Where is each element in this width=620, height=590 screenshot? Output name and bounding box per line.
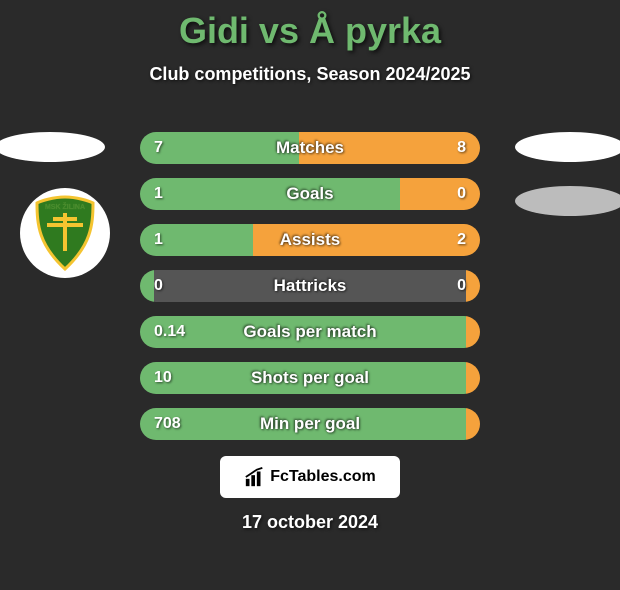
stat-row: Hattricks00 (140, 270, 480, 302)
stat-row: Goals per match0.14 (140, 316, 480, 348)
subtitle: Club competitions, Season 2024/2025 (0, 64, 620, 85)
stat-row: Goals10 (140, 178, 480, 210)
avatar-placeholder-right-2 (515, 186, 620, 216)
page-title: Gidi vs Å pyrka (0, 10, 620, 52)
stat-bar-right (253, 224, 480, 256)
stat-bar-left (140, 408, 466, 440)
stat-bar-right (466, 362, 480, 394)
stat-row: Shots per goal10 (140, 362, 480, 394)
stat-row: Min per goal708 (140, 408, 480, 440)
stat-bar-right (466, 316, 480, 348)
stat-row: Assists12 (140, 224, 480, 256)
date-text: 17 october 2024 (0, 512, 620, 533)
stat-bar-gap (154, 270, 467, 302)
stat-bar-left (140, 178, 400, 210)
stat-bar-left (140, 132, 299, 164)
svg-text:MSK ŽILINA: MSK ŽILINA (45, 202, 85, 211)
stat-bar-right (466, 408, 480, 440)
stat-bar-right (400, 178, 480, 210)
club-shield-icon: MSK ŽILINA (33, 195, 97, 271)
stat-bar-left (140, 316, 466, 348)
footer-brand[interactable]: FcTables.com (220, 456, 400, 498)
avatar-placeholder-left (0, 132, 105, 162)
stat-bar-left (140, 362, 466, 394)
avatar-placeholder-right-1 (515, 132, 620, 162)
footer-brand-text: FcTables.com (270, 468, 376, 486)
stats-bars: Matches78 Goals10 Assists12 Hattricks00 Goal… (140, 132, 480, 454)
chart-icon (244, 466, 266, 488)
stat-row: Matches78 (140, 132, 480, 164)
stat-bar-right (466, 270, 480, 302)
stat-bar-left (140, 270, 154, 302)
club-logo: MSK ŽILINA (20, 188, 110, 278)
stat-bar-right (299, 132, 480, 164)
stat-bar-left (140, 224, 253, 256)
